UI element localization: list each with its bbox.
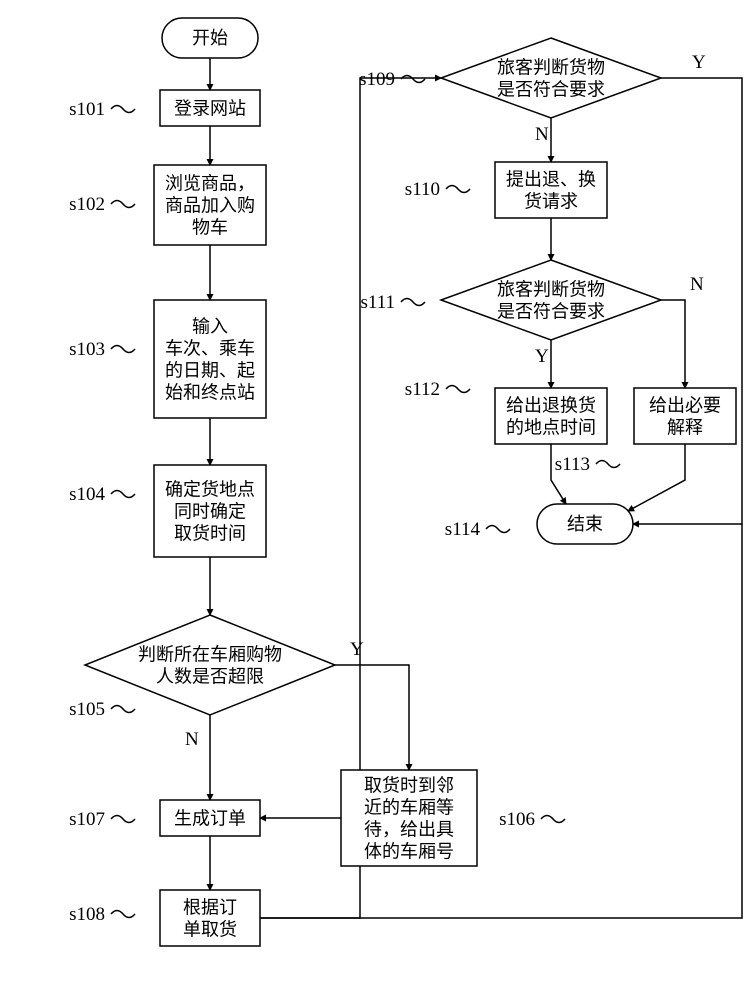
svg-text:是否符合要求: 是否符合要求 bbox=[497, 301, 605, 321]
svg-text:近的车厢等: 近的车厢等 bbox=[364, 797, 454, 817]
svg-text:单取货: 单取货 bbox=[183, 919, 237, 939]
svg-text:旅客判断货物: 旅客判断货物 bbox=[497, 57, 605, 77]
svg-text:体的车厢号: 体的车厢号 bbox=[364, 841, 454, 861]
arrow-12 bbox=[661, 300, 685, 388]
yn-s109_N: N bbox=[535, 124, 549, 145]
svg-text:始和终点站: 始和终点站 bbox=[165, 382, 255, 402]
decision-s109: 旅客判断货物是否符合要求 bbox=[441, 38, 661, 118]
svg-text:s114: s114 bbox=[445, 519, 481, 540]
arrow-7 bbox=[335, 665, 409, 770]
svg-text:同时确定: 同时确定 bbox=[174, 501, 246, 521]
svg-text:浏览商品，: 浏览商品， bbox=[165, 173, 255, 193]
label-s106: s106 bbox=[499, 809, 565, 830]
svg-text:s103: s103 bbox=[69, 339, 105, 360]
yn-s109_Y: Y bbox=[692, 52, 706, 73]
svg-text:s109: s109 bbox=[359, 69, 395, 90]
svg-text:s105: s105 bbox=[69, 699, 105, 720]
yn-s105_N: N bbox=[185, 729, 199, 750]
svg-text:提出退、换: 提出退、换 bbox=[506, 169, 596, 189]
label-s111: s111 bbox=[361, 292, 425, 313]
svg-text:货请求: 货请求 bbox=[524, 191, 578, 211]
arrow-16 bbox=[260, 524, 742, 918]
svg-text:的日期、起: 的日期、起 bbox=[165, 360, 255, 380]
svg-text:生成订单: 生成订单 bbox=[174, 808, 246, 828]
svg-text:人数是否超限: 人数是否超限 bbox=[156, 666, 264, 686]
yn-s111_N: N bbox=[690, 274, 704, 295]
svg-text:待，给出具: 待，给出具 bbox=[364, 819, 454, 839]
label-s107: s107 bbox=[69, 809, 135, 830]
svg-text:确定货地点: 确定货地点 bbox=[165, 479, 255, 499]
svg-text:商品加入购: 商品加入购 bbox=[165, 195, 255, 215]
svg-text:开始: 开始 bbox=[192, 28, 228, 48]
label-s103: s103 bbox=[69, 339, 135, 360]
process-s110: 提出退、换货请求 bbox=[495, 162, 607, 218]
label-s105: s105 bbox=[69, 699, 135, 720]
label-s108: s108 bbox=[69, 904, 135, 925]
svg-text:s106: s106 bbox=[499, 809, 535, 830]
label-s113: s113 bbox=[555, 454, 620, 475]
yn-s105_Y: Y bbox=[350, 639, 364, 660]
svg-text:取货时到邻: 取货时到邻 bbox=[364, 775, 454, 795]
process-s101: 登录网站 bbox=[160, 90, 260, 126]
svg-text:s113: s113 bbox=[555, 454, 590, 475]
label-s110: s110 bbox=[405, 179, 470, 200]
svg-text:s102: s102 bbox=[69, 194, 105, 215]
svg-text:给出退换货: 给出退换货 bbox=[506, 395, 596, 415]
flowchart-diagram: 开始结束 登录网站浏览商品，商品加入购物车输入车次、乘车的日期、起始和终点站确定货… bbox=[0, 0, 756, 1000]
process-s113: 给出必要解释 bbox=[634, 388, 736, 444]
svg-text:旅客判断货物: 旅客判断货物 bbox=[497, 279, 605, 299]
svg-text:解释: 解释 bbox=[667, 417, 703, 437]
label-s112: s112 bbox=[405, 379, 470, 400]
svg-text:s101: s101 bbox=[69, 99, 105, 120]
svg-text:判断所在车厢购物: 判断所在车厢购物 bbox=[138, 644, 282, 664]
svg-text:s104: s104 bbox=[69, 484, 105, 505]
process-s103: 输入车次、乘车的日期、起始和终点站 bbox=[154, 300, 266, 418]
svg-text:s111: s111 bbox=[361, 292, 395, 313]
svg-text:物车: 物车 bbox=[192, 217, 228, 237]
label-s109: s109 bbox=[359, 69, 425, 90]
process-s108: 根据订单取货 bbox=[160, 890, 260, 946]
label-s102: s102 bbox=[69, 194, 135, 215]
process-s106: 取货时到邻近的车厢等待，给出具体的车厢号 bbox=[341, 770, 477, 866]
decision-s105: 判断所在车厢购物人数是否超限 bbox=[85, 615, 335, 715]
yn-s111_Y: Y bbox=[535, 346, 549, 367]
svg-text:给出必要: 给出必要 bbox=[649, 395, 721, 415]
end-node: 结束 bbox=[537, 504, 633, 544]
process-s112: 给出退换货的地点时间 bbox=[495, 388, 607, 444]
label-s101: s101 bbox=[69, 99, 135, 120]
label-s104: s104 bbox=[69, 484, 135, 505]
svg-text:输入: 输入 bbox=[192, 316, 228, 336]
process-s107: 生成订单 bbox=[160, 800, 260, 836]
svg-text:车次、乘车: 车次、乘车 bbox=[165, 338, 255, 358]
svg-text:登录网站: 登录网站 bbox=[174, 98, 246, 118]
label-s114: s114 bbox=[445, 519, 510, 540]
process-s104: 确定货地点同时确定取货时间 bbox=[154, 465, 266, 557]
svg-text:根据订: 根据订 bbox=[183, 897, 237, 917]
svg-text:的地点时间: 的地点时间 bbox=[506, 417, 596, 437]
svg-text:s107: s107 bbox=[69, 809, 105, 830]
arrow-14 bbox=[628, 444, 685, 511]
svg-text:s112: s112 bbox=[405, 379, 440, 400]
start-node: 开始 bbox=[162, 18, 258, 58]
svg-text:s110: s110 bbox=[405, 179, 440, 200]
svg-text:取货时间: 取货时间 bbox=[174, 523, 246, 543]
svg-text:是否符合要求: 是否符合要求 bbox=[497, 79, 605, 99]
svg-text:s108: s108 bbox=[69, 904, 105, 925]
process-s102: 浏览商品，商品加入购物车 bbox=[154, 165, 266, 245]
svg-text:结束: 结束 bbox=[567, 514, 603, 534]
decision-s111: 旅客判断货物是否符合要求 bbox=[441, 260, 661, 340]
